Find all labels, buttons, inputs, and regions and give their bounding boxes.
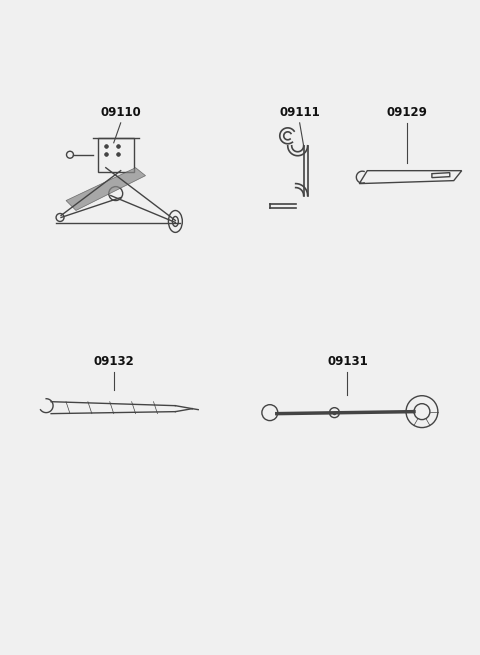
Text: 09129: 09129 bbox=[386, 106, 428, 119]
Text: 09131: 09131 bbox=[327, 355, 368, 368]
Bar bbox=[98, 138, 133, 172]
Text: 09132: 09132 bbox=[93, 355, 134, 368]
Text: 09110: 09110 bbox=[100, 106, 141, 119]
Text: 09111: 09111 bbox=[279, 106, 320, 119]
Polygon shape bbox=[66, 168, 145, 210]
